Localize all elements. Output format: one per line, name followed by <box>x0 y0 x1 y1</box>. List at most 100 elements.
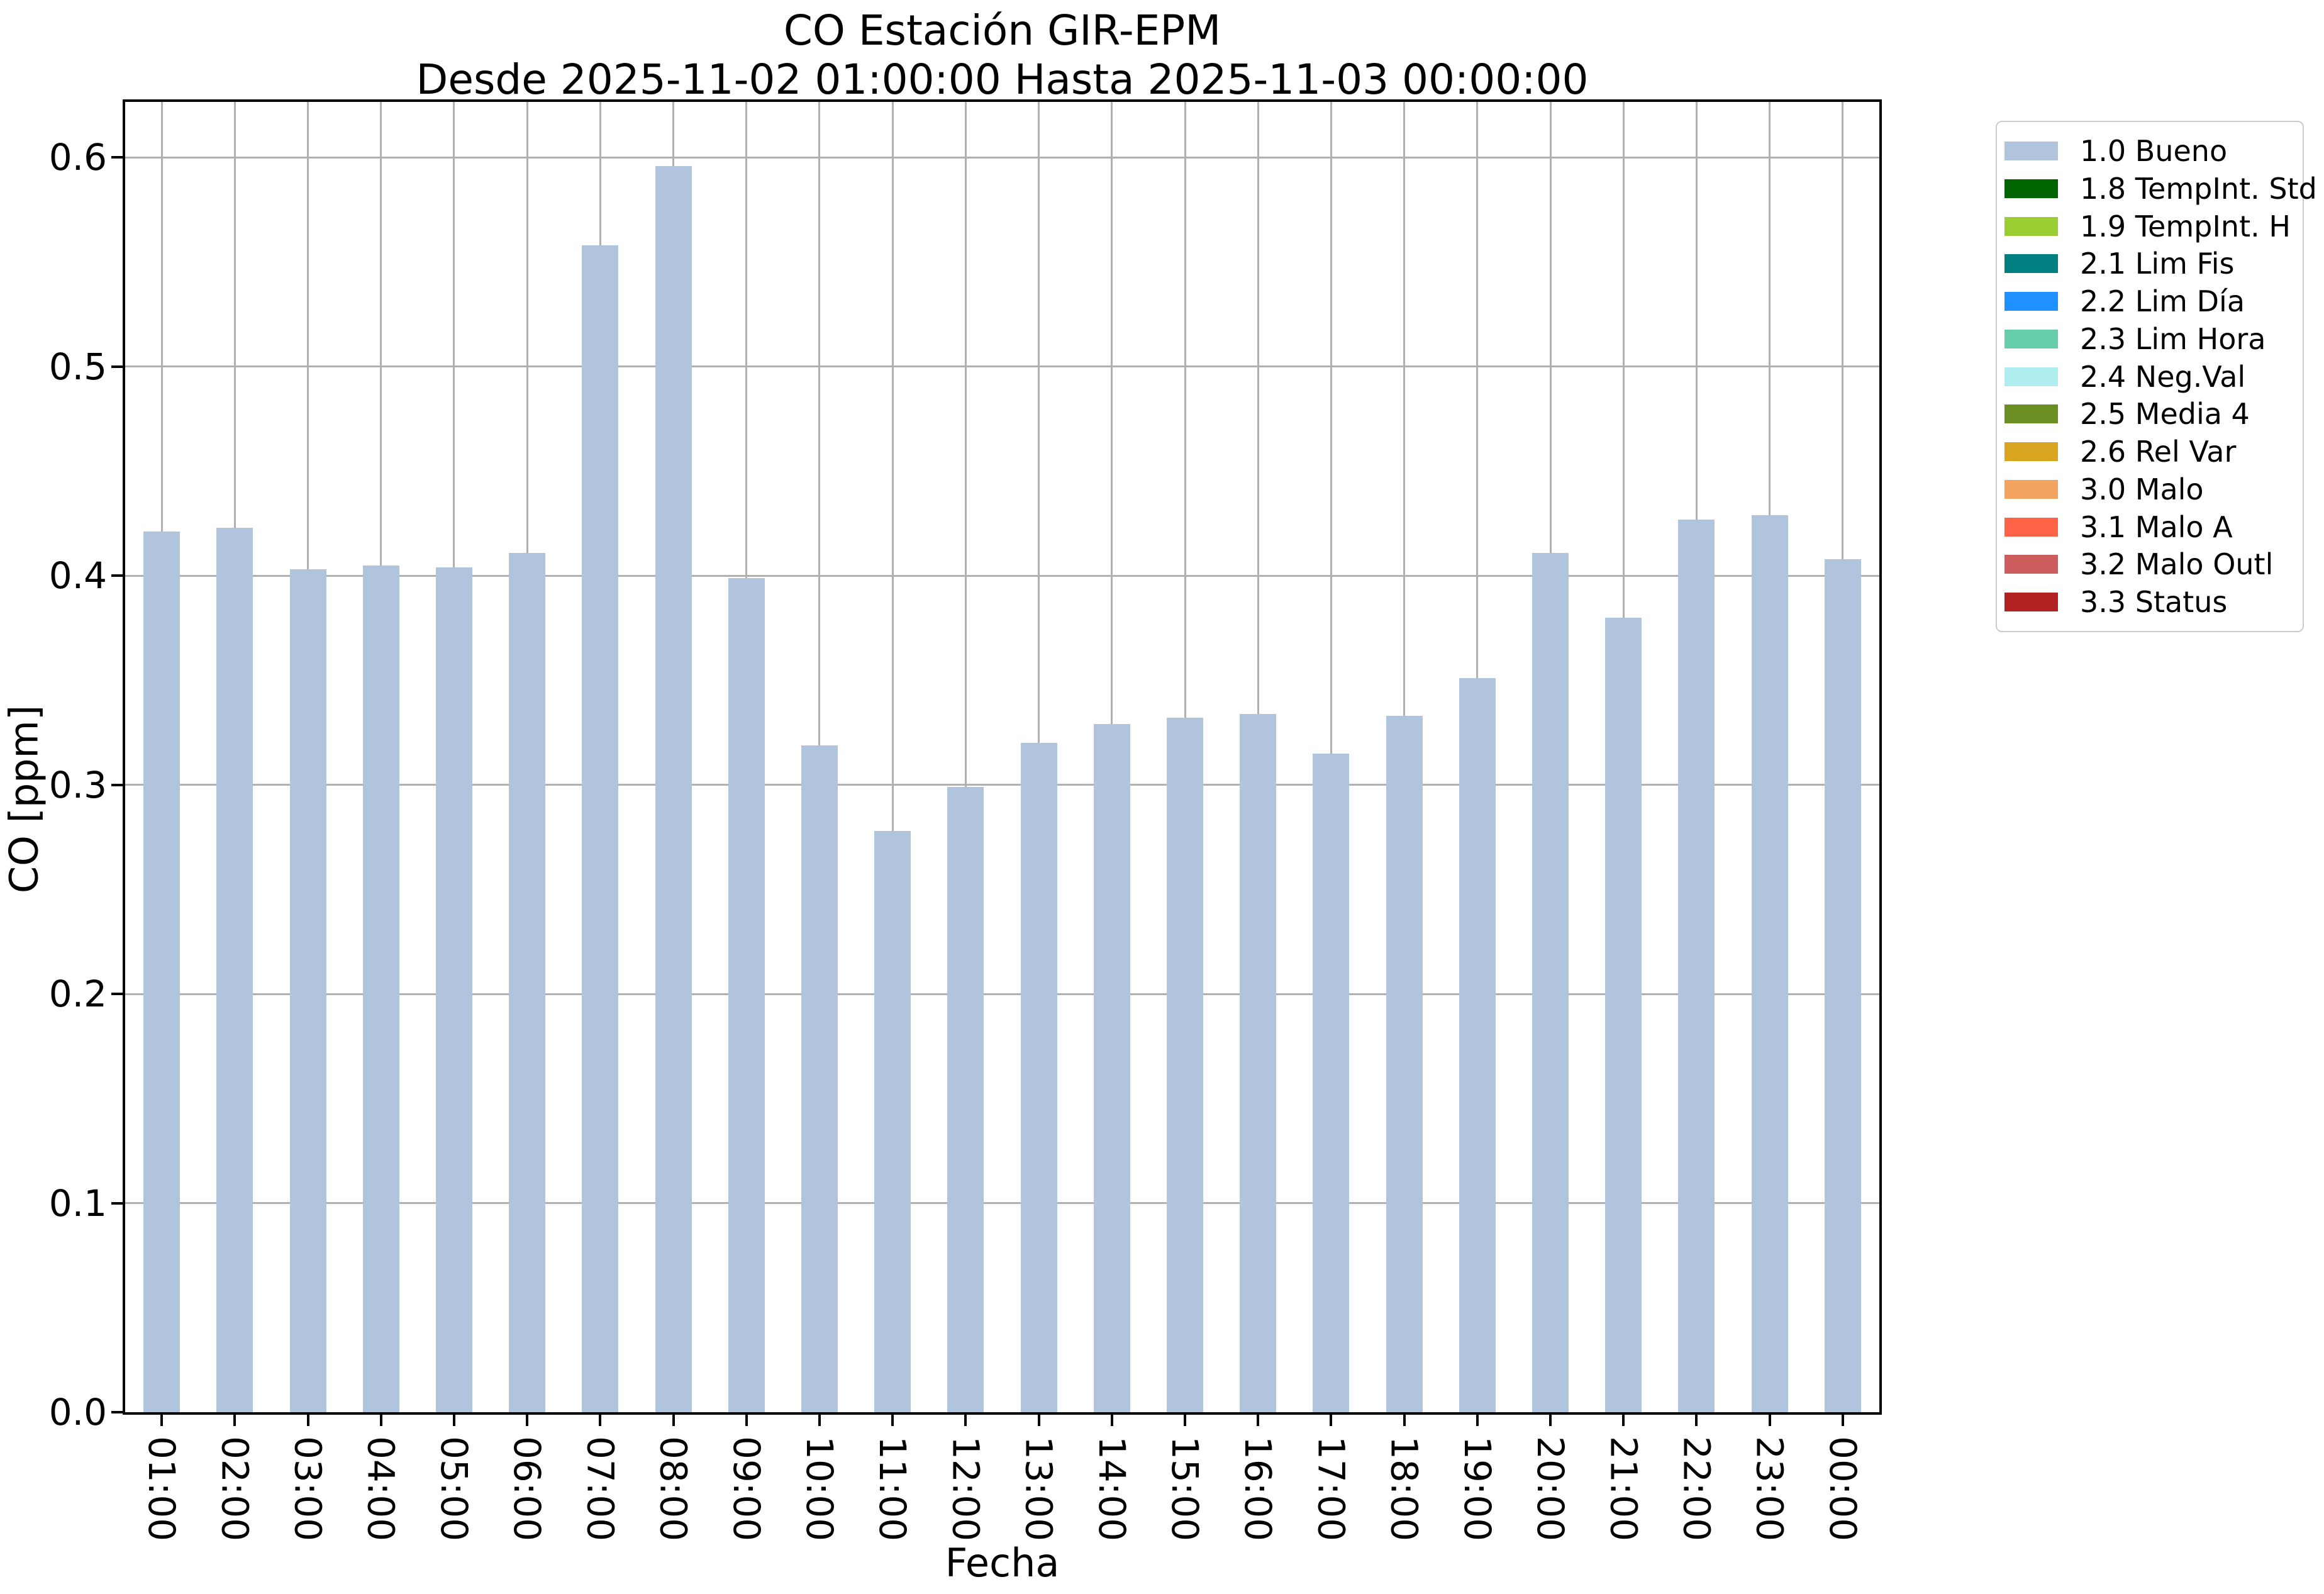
bar-04:00 <box>362 565 399 1412</box>
x-tick-mark <box>964 1415 967 1426</box>
bar-10:00 <box>801 745 838 1412</box>
y-tick-mark <box>111 1201 123 1205</box>
y-tick-mark <box>111 156 123 159</box>
legend-swatch <box>2004 367 2058 386</box>
x-tick-mark <box>1184 1415 1187 1426</box>
y-tick-mark <box>111 365 123 368</box>
legend-label: 3.2 Malo Outl <box>2080 547 2274 582</box>
x-tick-mark <box>672 1415 675 1426</box>
legend-label: 2.2 Lim Día <box>2080 284 2245 318</box>
legend-swatch <box>2004 292 2058 311</box>
legend-label: 1.8 TempInt. Std <box>2080 171 2317 206</box>
bar-09:00 <box>728 577 765 1412</box>
legend-item: 3.2 Malo Outl <box>2004 547 2303 582</box>
x-tick-label: 15:00 <box>1164 1436 1207 1542</box>
x-tick-mark <box>1622 1415 1625 1426</box>
y-tick-label: 0.1 <box>48 1181 107 1225</box>
legend-label: 3.3 Status <box>2080 585 2228 619</box>
legend-item: 3.1 Malo A <box>2004 510 2303 545</box>
x-tick-label: 02:00 <box>213 1436 257 1542</box>
bar-18:00 <box>1386 716 1423 1412</box>
legend-swatch <box>2004 479 2058 499</box>
y-gridline <box>125 574 1879 577</box>
bar-21:00 <box>1605 617 1642 1412</box>
bar-23:00 <box>1751 515 1788 1412</box>
x-tick-label: 19:00 <box>1455 1436 1499 1542</box>
bar-02:00 <box>216 527 253 1412</box>
legend-item: 2.3 Lim Hora <box>2004 321 2303 357</box>
x-tick-label: 01:00 <box>140 1436 184 1542</box>
x-tick-mark <box>160 1415 164 1426</box>
legend-swatch <box>2004 593 2058 611</box>
legend-swatch <box>2004 404 2058 424</box>
x-tick-label: 16:00 <box>1237 1436 1280 1542</box>
x-tick-label: 21:00 <box>1602 1436 1645 1542</box>
x-gridline <box>891 102 894 1412</box>
x-tick-mark <box>1841 1415 1844 1426</box>
x-tick-mark <box>599 1415 602 1426</box>
x-tick-label: 18:00 <box>1382 1436 1426 1542</box>
legend-label: 2.1 Lim Fis <box>2080 247 2235 281</box>
legend-swatch <box>2004 442 2058 461</box>
x-tick-mark <box>745 1415 748 1426</box>
bar-00:00 <box>1824 559 1861 1412</box>
bar-07:00 <box>582 245 619 1412</box>
x-tick-label: 22:00 <box>1675 1436 1718 1542</box>
bar-22:00 <box>1678 519 1715 1412</box>
legend-item: 1.8 TempInt. Std <box>2004 171 2317 206</box>
y-tick-label: 0.3 <box>48 763 107 806</box>
y-tick-mark <box>111 783 123 786</box>
y-tick-label: 0.0 <box>48 1391 107 1434</box>
y-tick-mark <box>111 1411 123 1413</box>
legend-swatch <box>2004 555 2058 574</box>
legend-label: 1.9 TempInt. H <box>2080 209 2291 243</box>
x-tick-label: 00:00 <box>1821 1436 1864 1542</box>
legend-label: 2.5 Media 4 <box>2080 397 2250 432</box>
y-tick-mark <box>111 574 123 577</box>
legend-label: 3.0 Malo <box>2080 472 2204 506</box>
x-tick-label: 14:00 <box>1090 1436 1133 1542</box>
x-tick-mark <box>1549 1415 1552 1426</box>
legend-item: 2.1 Lim Fis <box>2004 246 2303 281</box>
x-tick-mark <box>1476 1415 1479 1426</box>
x-tick-label: 12:00 <box>944 1436 987 1542</box>
legend-label: 2.3 Lim Hora <box>2080 321 2266 356</box>
legend-swatch <box>2004 142 2058 160</box>
x-tick-mark <box>1695 1415 1698 1426</box>
legend-item: 1.0 Bueno <box>2004 133 2303 169</box>
x-tick-label: 05:00 <box>432 1436 475 1542</box>
legend-swatch <box>2004 216 2058 236</box>
x-axis-label: Fecha <box>945 1540 1060 1586</box>
bar-14:00 <box>1093 724 1130 1412</box>
x-tick-mark <box>1403 1415 1406 1426</box>
bar-20:00 <box>1532 552 1569 1412</box>
legend-swatch <box>2004 179 2058 198</box>
legend-label: 2.6 Rel Var <box>2080 435 2237 469</box>
x-tick-mark <box>1110 1415 1113 1426</box>
y-tick-label: 0.2 <box>48 973 107 1016</box>
bar-06:00 <box>509 552 546 1412</box>
legend-item: 2.4 Neg.Val <box>2004 359 2303 394</box>
legend: 1.0 Bueno 1.8 TempInt. Std 1.9 TempInt. H 2… <box>1996 121 2317 632</box>
bar-17:00 <box>1313 753 1350 1412</box>
x-tick-mark <box>1768 1415 1771 1426</box>
x-tick-mark <box>379 1415 382 1426</box>
x-tick-mark <box>818 1415 821 1426</box>
x-tick-label: 03:00 <box>286 1436 330 1542</box>
x-tick-mark <box>1037 1415 1040 1426</box>
legend-item: 2.5 Media 4 <box>2004 396 2303 432</box>
x-tick-label: 11:00 <box>871 1436 915 1542</box>
x-tick-label: 20:00 <box>1529 1436 1572 1542</box>
x-tick-mark <box>233 1415 236 1426</box>
x-tick-mark <box>306 1415 309 1426</box>
x-tick-mark <box>1330 1415 1333 1426</box>
x-tick-mark <box>1257 1415 1260 1426</box>
x-tick-label: 07:00 <box>579 1436 622 1542</box>
legend-swatch <box>2004 329 2058 348</box>
y-tick-label: 0.4 <box>48 554 107 598</box>
x-tick-mark <box>526 1415 529 1426</box>
x-gridline <box>964 102 967 1412</box>
y-gridline <box>125 156 1879 159</box>
bar-15:00 <box>1167 718 1204 1412</box>
